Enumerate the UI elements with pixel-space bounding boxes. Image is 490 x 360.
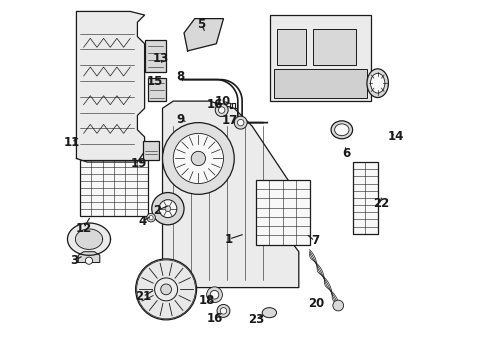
Text: 22: 22 [373, 197, 390, 210]
Text: 21: 21 [135, 290, 151, 303]
Text: 8: 8 [176, 69, 185, 82]
Text: 23: 23 [247, 313, 264, 327]
Text: 12: 12 [75, 222, 92, 235]
Text: 15: 15 [147, 75, 164, 88]
Circle shape [159, 200, 177, 218]
Polygon shape [75, 229, 102, 249]
Bar [80, 160, 148, 216]
Circle shape [165, 206, 171, 212]
Circle shape [238, 120, 244, 126]
Text: 3: 3 [71, 254, 79, 267]
Text: 4: 4 [139, 215, 147, 228]
Circle shape [163, 123, 234, 194]
Text: 1: 1 [225, 233, 233, 246]
Polygon shape [78, 252, 100, 262]
Circle shape [173, 134, 223, 184]
Text: 6: 6 [342, 147, 350, 159]
Circle shape [149, 216, 153, 220]
Bar [145, 40, 166, 72]
Circle shape [217, 305, 230, 318]
Circle shape [234, 116, 247, 129]
Text: 19: 19 [131, 157, 147, 170]
Text: 7: 7 [311, 234, 319, 247]
Ellipse shape [262, 308, 276, 318]
Circle shape [207, 287, 222, 303]
Bar [256, 180, 310, 244]
Polygon shape [76, 12, 145, 162]
Text: 16: 16 [206, 98, 223, 111]
Text: 13: 13 [152, 51, 169, 64]
Ellipse shape [331, 121, 353, 139]
Circle shape [220, 308, 227, 314]
Text: 16: 16 [206, 311, 223, 325]
Circle shape [136, 259, 196, 320]
Circle shape [152, 193, 184, 225]
Ellipse shape [335, 124, 349, 136]
Bar [148, 78, 166, 101]
Text: 18: 18 [199, 294, 216, 307]
Circle shape [191, 151, 205, 166]
Circle shape [155, 278, 177, 301]
Text: 14: 14 [388, 130, 404, 144]
Circle shape [210, 291, 219, 299]
Bar [277, 30, 306, 65]
Circle shape [161, 284, 171, 295]
Bar [353, 162, 378, 234]
Text: 11: 11 [63, 136, 79, 149]
Text: 20: 20 [309, 297, 325, 310]
Circle shape [85, 257, 93, 264]
Polygon shape [68, 223, 111, 255]
Bar [313, 30, 356, 65]
Text: 17: 17 [222, 114, 238, 127]
Text: 5: 5 [197, 18, 205, 31]
Polygon shape [163, 101, 299, 288]
Text: 2: 2 [153, 204, 161, 217]
Polygon shape [184, 19, 223, 51]
Bar [143, 140, 159, 160]
Text: 10: 10 [215, 95, 231, 108]
Circle shape [333, 300, 343, 311]
Bar [274, 69, 367, 98]
Ellipse shape [367, 69, 389, 98]
Circle shape [215, 104, 228, 117]
Bar [270, 15, 370, 101]
Circle shape [219, 107, 225, 113]
Text: 9: 9 [176, 113, 185, 126]
Circle shape [147, 213, 155, 222]
Ellipse shape [370, 73, 385, 93]
